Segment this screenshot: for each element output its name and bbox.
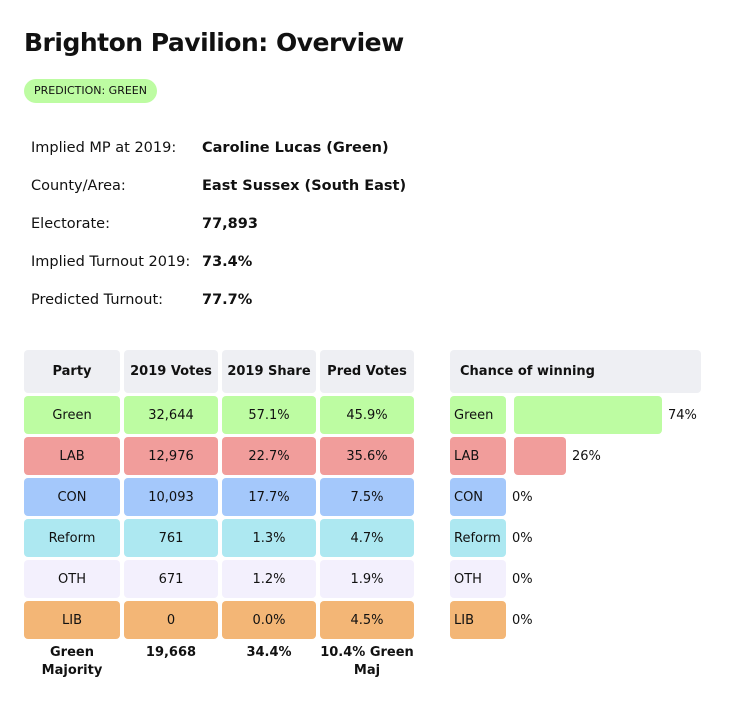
table-row: OTH 671 1.2% 1.9% (24, 560, 414, 598)
table-row: Green 32,644 57.1% 45.9% (24, 396, 414, 434)
column-header: Pred Votes (320, 350, 414, 393)
cell-votes: 12,976 (124, 437, 218, 475)
chance-percent: 0% (512, 612, 533, 628)
results-table: (function(){const d=JSON.parse(document.… (24, 350, 414, 683)
cell-party: LAB (24, 437, 120, 475)
cell-votes: 671 (124, 560, 218, 598)
footer-cell: 10.4% Green Maj (320, 645, 414, 678)
cell-pred: 35.6% (320, 437, 414, 475)
info-row: Implied MP at 2019: Caroline Lucas (Green… (31, 140, 406, 178)
chance-bar (514, 396, 662, 434)
info-value: Caroline Lucas (Green) (202, 140, 389, 156)
chance-party: LAB (450, 437, 506, 475)
info-row: County/Area: East Sussex (South East) (31, 178, 406, 216)
cell-votes: 32,644 (124, 396, 218, 434)
cell-share: 1.2% (222, 560, 316, 598)
cell-party: LIB (24, 601, 120, 639)
info-row: Predicted Turnout: 77.7% (31, 292, 406, 330)
info-label: Implied MP at 2019: (31, 140, 177, 156)
chance-row: LAB 26% (450, 437, 701, 475)
cell-party: Reform (24, 519, 120, 557)
cell-votes: 761 (124, 519, 218, 557)
chance-percent: 26% (572, 448, 601, 464)
info-label: Predicted Turnout: (31, 292, 164, 308)
chance-percent: 0% (512, 489, 533, 505)
footer-cell: 19,668 (145, 645, 197, 660)
chance-row: LIB 0% (450, 601, 701, 639)
cell-share: 22.7% (222, 437, 316, 475)
table-row: LIB 0 0.0% 4.5% (24, 601, 414, 639)
cell-share: 0.0% (222, 601, 316, 639)
chance-row: Green 74% (450, 396, 701, 434)
cell-pred: 7.5% (320, 478, 414, 516)
chance-party: OTH (450, 560, 506, 598)
info-label: Implied Turnout 2019: (31, 254, 191, 270)
cell-votes: 10,093 (124, 478, 218, 516)
chance-row: OTH 0% (450, 560, 701, 598)
chance-header: Chance of winning (450, 350, 701, 393)
table-row: LAB 12,976 22.7% 35.6% (24, 437, 414, 475)
info-value: 73.4% (202, 254, 253, 270)
footer-cell: 34.4% (246, 645, 292, 660)
table-header: Party 2019 Votes 2019 Share Pred Votes (24, 350, 414, 393)
chance-row: CON 0% (450, 478, 701, 516)
page-title: Brighton Pavilion: Overview (24, 28, 404, 57)
info-row: Implied Turnout 2019: 73.4% (31, 254, 406, 292)
cell-pred: 45.9% (320, 396, 414, 434)
chance-percent: 74% (668, 407, 697, 423)
cell-party: OTH (24, 560, 120, 598)
chance-of-winning: Chance of winning (function(){const d=JS… (450, 350, 701, 642)
chance-party: CON (450, 478, 506, 516)
info-value: 77.7% (202, 292, 253, 308)
cell-pred: 4.5% (320, 601, 414, 639)
chance-party: Reform (450, 519, 506, 557)
column-header: 2019 Votes (124, 350, 218, 393)
cell-pred: 1.9% (320, 560, 414, 598)
chance-percent: 0% (512, 530, 533, 546)
table-row: Reform 761 1.3% 4.7% (24, 519, 414, 557)
info-label: Electorate: (31, 216, 110, 232)
chance-bar (514, 437, 566, 475)
cell-party: Green (24, 396, 120, 434)
constituency-info: (function(){const d=JSON.parse(document.… (31, 140, 406, 330)
info-value: East Sussex (South East) (202, 178, 407, 194)
info-row: Electorate: 77,893 (31, 216, 406, 254)
chance-party: Green (450, 396, 506, 434)
cell-share: 1.3% (222, 519, 316, 557)
table-footer: Green Majority 19,668 34.4% 10.4% Green Maj (24, 642, 414, 680)
column-header: Party (24, 350, 120, 393)
prediction-badge: PREDICTION: GREEN (24, 79, 157, 103)
cell-share: 57.1% (222, 396, 316, 434)
info-value: 77,893 (202, 216, 258, 232)
column-header: 2019 Share (222, 350, 316, 393)
info-label: County/Area: (31, 178, 126, 194)
footer-cell: Green Majority (41, 645, 103, 678)
chance-row: Reform 0% (450, 519, 701, 557)
table-row: CON 10,093 17.7% 7.5% (24, 478, 414, 516)
chance-party: LIB (450, 601, 506, 639)
cell-share: 17.7% (222, 478, 316, 516)
cell-votes: 0 (124, 601, 218, 639)
cell-party: CON (24, 478, 120, 516)
chance-percent: 0% (512, 571, 533, 587)
cell-pred: 4.7% (320, 519, 414, 557)
